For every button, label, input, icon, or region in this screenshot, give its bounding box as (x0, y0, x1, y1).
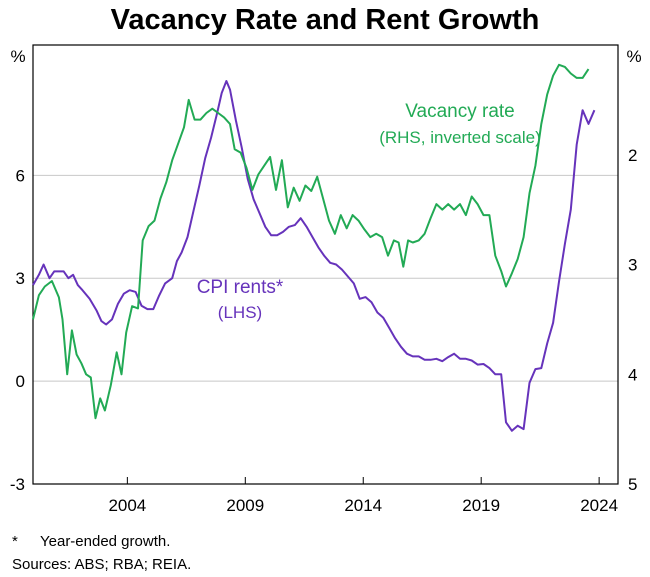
cpi-rents-sublabel: (LHS) (218, 303, 262, 322)
x-tick-label: 2014 (344, 496, 382, 515)
vacancy-rate-label: Vacancy rate (405, 101, 514, 122)
left-axis-unit: % (10, 47, 25, 66)
vacancy-rate-sublabel: (RHS, inverted scale) (379, 128, 541, 147)
right-tick-label: 4 (628, 365, 637, 384)
x-tick-label: 2009 (226, 496, 264, 515)
left-tick-label: -3 (10, 475, 25, 494)
right-axis-unit: % (626, 47, 641, 66)
right-tick-label: 3 (628, 256, 637, 275)
cpi-rents-label: CPI rents* (197, 277, 284, 298)
left-tick-label: 0 (16, 372, 25, 391)
plot-frame (32, 44, 619, 485)
x-tick-label: 2019 (462, 496, 500, 515)
footnote: * Year-ended growth. (12, 533, 170, 550)
x-tick-label: 2004 (108, 496, 146, 515)
chart-title: Vacancy Rate and Rent Growth (110, 4, 540, 36)
footnote-text: Year-ended growth. (40, 533, 171, 550)
series-line-vacancy-rate (32, 63, 590, 420)
x-tick-label: 2024 (580, 496, 618, 515)
left-tick-label: 3 (16, 269, 25, 288)
right-tick-label: 2 (628, 146, 637, 165)
series-line-cpi-rents (32, 80, 596, 432)
sources: Sources: ABS; RBA; REIA. (12, 556, 192, 573)
left-tick-label: 6 (16, 166, 25, 185)
footnote-marker: * (12, 533, 18, 550)
right-tick-label: 5 (628, 475, 637, 494)
